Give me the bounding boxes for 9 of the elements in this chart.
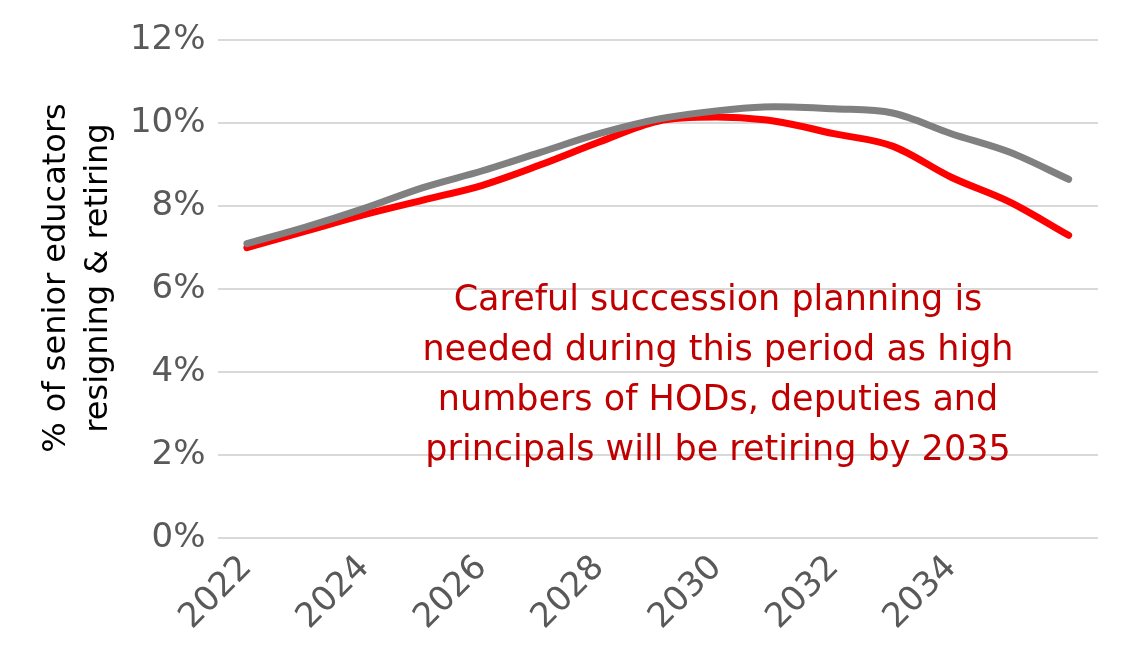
annotation: Careful succession planning is needed during this period as high numbers of HODs, deputies and principals will be retiring by 2035 [421,277,1015,470]
y-tick-label: 8% [151,183,206,224]
y-tick-label: 6% [151,266,206,307]
y-tick-label: 4% [151,348,206,389]
y-tick-label: 2% [151,431,206,472]
y-tick-label: 0% [151,514,206,555]
y-tick-label: 10% [129,100,206,141]
y-tick-label: 12% [129,17,206,58]
y-axis-title: % of senior educators resigning & retiring [35,103,115,453]
